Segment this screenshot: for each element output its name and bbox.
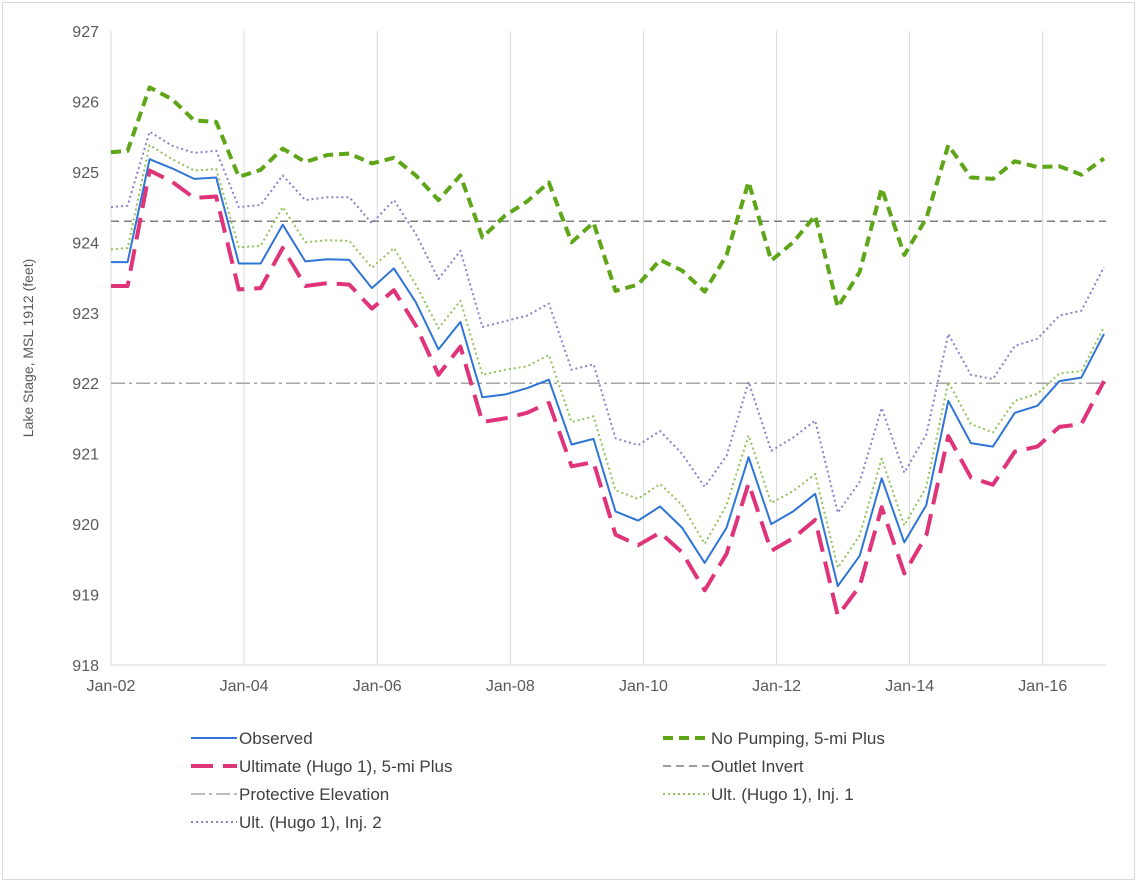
legend-label: No Pumping, 5-mi Plus: [711, 729, 885, 748]
y-axis-ticks: 918 919 920 921 922 923 924 925 926 927: [72, 24, 99, 675]
observed-line: [111, 158, 1105, 588]
y-tick-label: 919: [72, 588, 99, 605]
x-tick-label: Jan-12: [752, 678, 801, 695]
ultimate-hugo1-line: [111, 168, 1106, 618]
y-tick-label: 925: [72, 165, 99, 182]
legend-label: Ult. (Hugo 1), Inj. 1: [711, 785, 854, 804]
x-axis-ticks: Jan-02 Jan-04 Jan-06 Jan-08 Jan-10 Jan-12 Jan-…: [87, 678, 1068, 695]
y-tick-label: 924: [72, 235, 99, 252]
y-tick-label: 918: [72, 658, 99, 675]
y-tick-label: 922: [72, 376, 99, 393]
series-lines: [110, 85, 1106, 618]
legend: Observed No Pumping, 5-mi Plus Ultimate (H…: [191, 729, 885, 832]
x-tick-label: Jan-08: [486, 678, 535, 695]
y-tick-label: 921: [72, 447, 99, 464]
x-tick-label: Jan-16: [1018, 678, 1067, 695]
y-axis-label: Lake Stage, MSL 1912 (feet): [20, 259, 36, 437]
legend-label: Outlet Invert: [711, 757, 804, 776]
gridlines: [110, 31, 1044, 665]
legend-label: Ult. (Hugo 1), Inj. 2: [239, 813, 382, 832]
legend-label: Observed: [239, 729, 313, 748]
x-tick-label: Jan-06: [353, 678, 402, 695]
x-tick-label: Jan-14: [885, 678, 934, 695]
y-tick-label: 923: [72, 306, 99, 323]
y-tick-label: 920: [72, 517, 99, 534]
no-pumping-line: [110, 85, 1106, 310]
x-tick-label: Jan-02: [87, 678, 136, 695]
y-tick-label: 927: [72, 24, 99, 41]
ult-inj2-line: [110, 130, 1105, 514]
x-tick-label: Jan-10: [619, 678, 668, 695]
x-tick-label: Jan-04: [220, 678, 269, 695]
legend-label: Ultimate (Hugo 1), 5-mi Plus: [239, 757, 453, 776]
ult-inj1-line: [110, 144, 1105, 569]
legend-label: Protective Elevation: [239, 785, 389, 804]
y-tick-label: 926: [72, 94, 99, 111]
